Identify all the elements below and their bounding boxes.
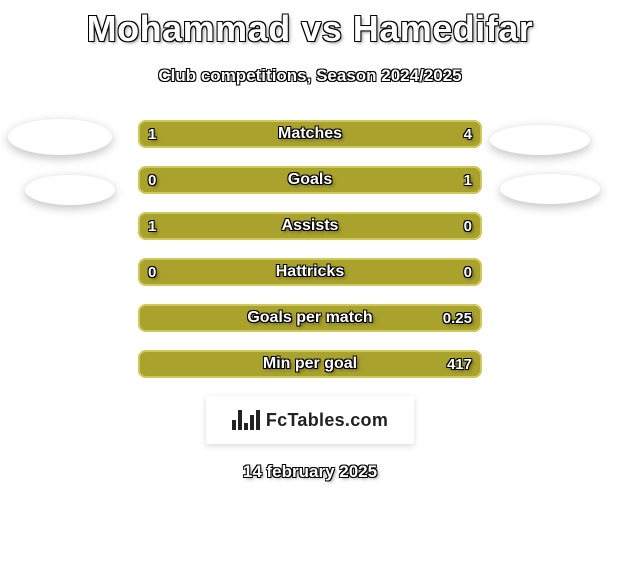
right-avatar-2 [500,174,600,204]
stat-row: 14Matches [138,120,482,148]
logo-text: FcTables.com [266,410,388,431]
stat-row: 00Hattricks [138,258,482,286]
logo-box: FcTables.com [206,396,414,444]
stat-row: 10Assists [138,212,482,240]
stat-row: 417Min per goal [138,350,482,378]
right-avatar-1 [490,125,590,155]
page-subtitle: Club competitions, Season 2024/2025 [0,66,620,86]
stat-row: 0.25Goals per match [138,304,482,332]
stat-label: Matches [138,120,482,148]
stat-label: Assists [138,212,482,240]
page-title: Mohammad vs Hamedifar [0,0,620,50]
footer-date: 14 february 2025 [0,462,620,482]
stat-label: Goals per match [138,304,482,332]
stat-label: Hattricks [138,258,482,286]
bar-chart-icon [232,410,260,430]
left-avatar-1 [8,119,112,155]
stat-label: Min per goal [138,350,482,378]
stats-chart: 14Matches 01Goals 10Assists 00Hattricks 0.25… [138,120,482,378]
stat-label: Goals [138,166,482,194]
stat-row: 01Goals [138,166,482,194]
left-avatar-2 [25,175,115,205]
